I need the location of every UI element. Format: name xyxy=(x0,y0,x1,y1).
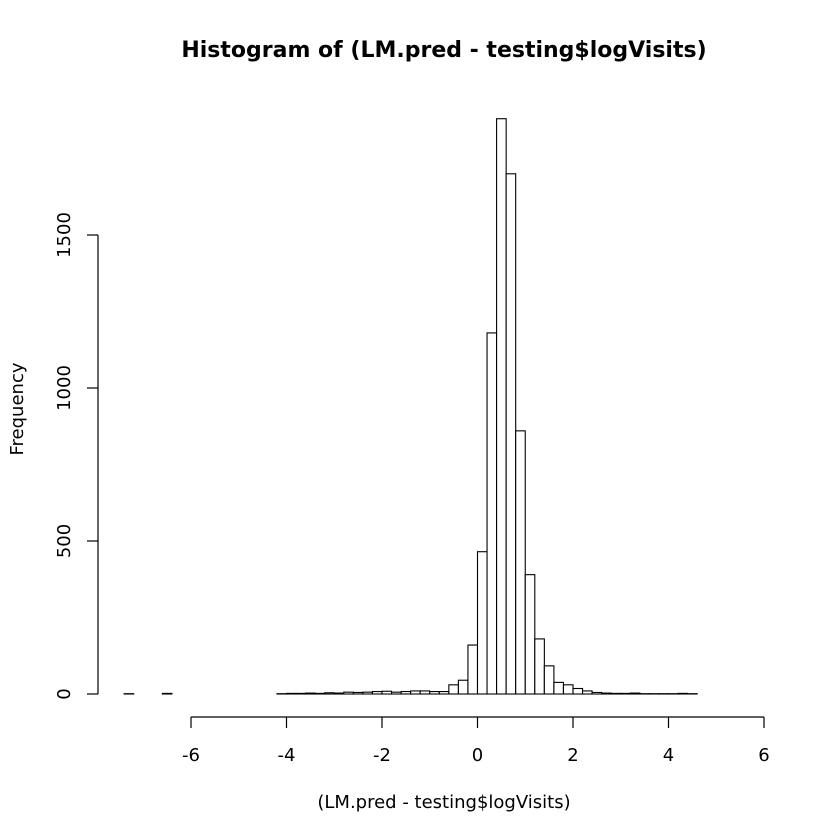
histogram-bar xyxy=(486,332,498,695)
histogram-bar xyxy=(476,551,488,695)
histogram-bars xyxy=(123,118,698,695)
x-tick-label: 2 xyxy=(567,745,578,766)
histogram-bar xyxy=(324,692,335,695)
histogram-bar xyxy=(601,692,612,695)
histogram-bar xyxy=(448,684,459,695)
chart-title: Histogram of (LM.pred - testing$logVisit… xyxy=(181,38,706,63)
histogram-bar xyxy=(629,692,641,695)
x-tick-label: -4 xyxy=(278,745,296,766)
histogram-bar xyxy=(343,691,354,695)
histogram-bar xyxy=(524,574,536,695)
y-tick-label: 1000 xyxy=(54,365,75,411)
histogram-bar xyxy=(505,173,517,695)
histogram-bar xyxy=(562,684,574,695)
histogram-bar xyxy=(457,679,469,695)
x-tick-label: -6 xyxy=(182,745,200,766)
histogram-bar xyxy=(314,692,326,695)
histogram-bar xyxy=(496,118,507,695)
histogram-bar xyxy=(429,690,440,695)
histogram-bar xyxy=(581,690,593,695)
histogram-bar xyxy=(419,690,431,695)
histogram-bar xyxy=(285,692,297,695)
x-axis-label: (LM.pred - testing$logVisits) xyxy=(317,792,570,813)
histogram-bar xyxy=(610,692,622,695)
x-tick-label: 4 xyxy=(663,745,674,766)
histogram-bar xyxy=(362,691,373,695)
histogram-bar xyxy=(295,692,307,695)
histogram-bar xyxy=(161,692,173,695)
y-axis-label: Frequency xyxy=(7,362,28,455)
x-tick-label: 0 xyxy=(472,745,483,766)
histogram-bar xyxy=(543,665,555,695)
x-tick-label: -2 xyxy=(373,745,391,766)
x-axis: -6 -4 -2 0 2 4 6 xyxy=(182,716,770,766)
histogram-bar xyxy=(381,690,393,695)
y-tick-label: 500 xyxy=(54,524,75,558)
histogram-bar xyxy=(371,690,383,695)
histogram-bar xyxy=(352,691,364,695)
histogram-bar xyxy=(515,430,526,695)
y-axis: 0 500 1000 1500 xyxy=(54,212,99,700)
histogram-bar xyxy=(410,690,421,695)
histogram-bar xyxy=(620,692,631,695)
histogram-bar xyxy=(390,691,402,695)
histogram-bar xyxy=(534,638,545,695)
histogram-bar xyxy=(438,690,450,695)
histogram-bar xyxy=(553,681,565,695)
histogram-bar xyxy=(677,692,689,695)
y-tick-label: 1500 xyxy=(54,212,75,258)
histogram-bar xyxy=(572,687,584,695)
histogram-bar xyxy=(467,644,479,695)
y-tick-label: 0 xyxy=(54,688,75,699)
histogram-bar xyxy=(333,692,345,695)
histogram-bar xyxy=(591,691,603,695)
histogram-bar xyxy=(305,692,316,695)
histogram-bar xyxy=(400,690,412,695)
x-tick-label: 6 xyxy=(758,745,769,766)
